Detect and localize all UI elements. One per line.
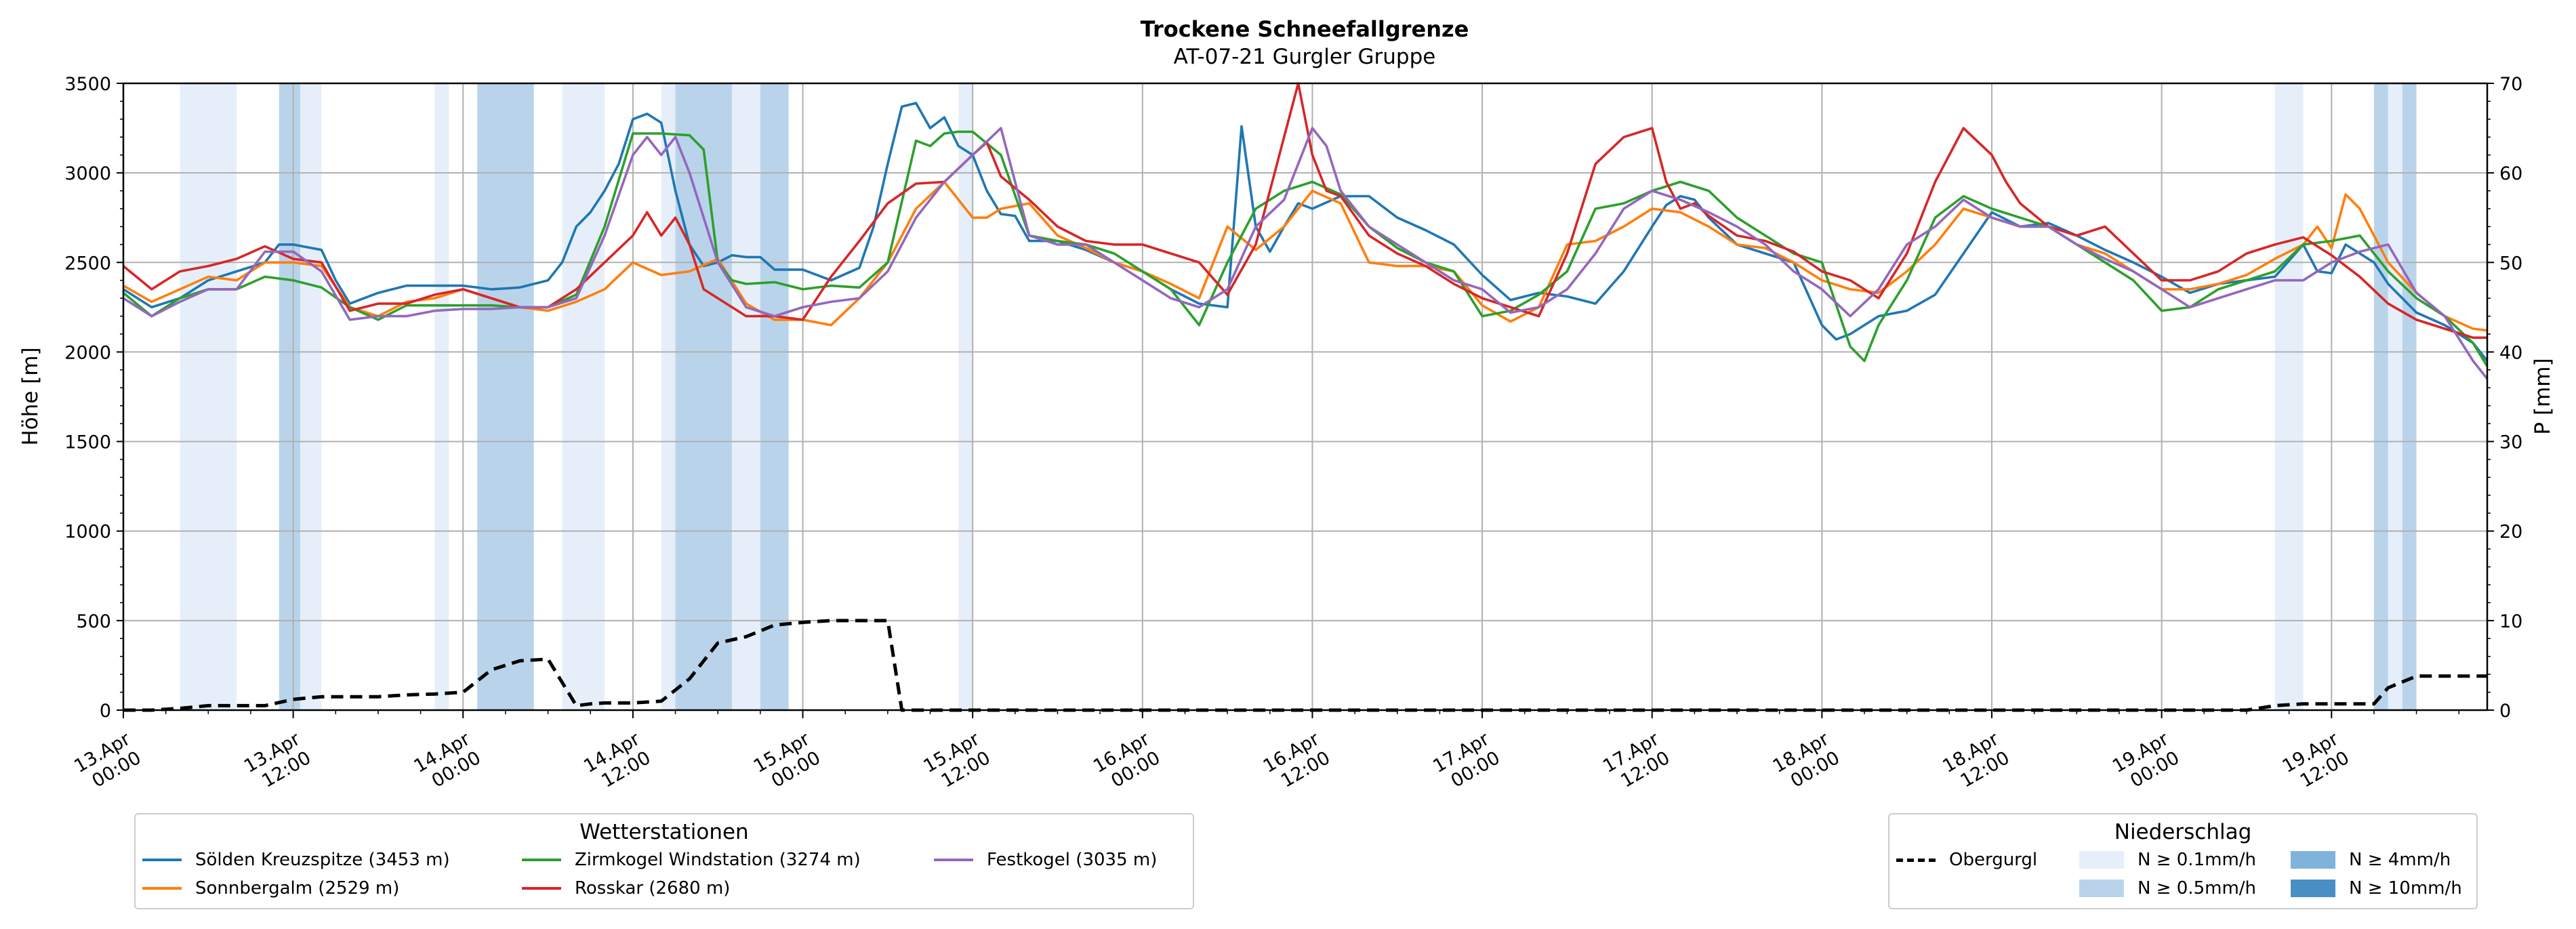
- legend-item-festkogel: Festkogel (3035 m): [934, 850, 1157, 870]
- legend-item-sonnbergalm: Sonnbergalm (2529 m): [142, 878, 399, 899]
- axes: 0 500 1000 1500 2000 2500 3000 3500 0 10 20 30 40 50 6…: [64, 74, 2522, 796]
- precip-band: [434, 83, 449, 710]
- precip-band: [661, 83, 676, 710]
- y2-tick-label: 40: [2499, 342, 2522, 363]
- x-tick-label: 19.Apr00:00: [2109, 728, 2184, 796]
- legend-label: Zirmkogel Windstation (3274 m): [575, 850, 861, 870]
- series-line-festkogel-3035-m: [123, 127, 2489, 380]
- precipitation-bands: [180, 83, 2417, 710]
- legend-patch: [2291, 851, 2335, 869]
- legend-label: N ≥ 4mm/h: [2349, 850, 2451, 870]
- precipitation-legend-title: Niederschlag: [2114, 820, 2252, 844]
- y2-axis-label: P [mm]: [2531, 358, 2555, 434]
- y-tick-label: 1500: [64, 432, 111, 453]
- x-tick-label: 16.Apr00:00: [1090, 728, 1164, 796]
- precip-band: [2274, 83, 2304, 710]
- chart-title: Trockene Schneefallgrenze: [1141, 16, 1469, 42]
- legend-patch: [2079, 880, 2124, 897]
- precip-band: [180, 83, 237, 710]
- legend-label: Festkogel (3035 m): [987, 850, 1158, 870]
- y-tick-label: 2000: [64, 342, 111, 363]
- y2-tick-label: 0: [2499, 701, 2511, 722]
- legend-swatch: [142, 887, 182, 890]
- legend-label: Obergurgl: [1949, 850, 2038, 870]
- x-tick-label: 19.Apr12:00: [2279, 728, 2354, 796]
- legend-item-rosskar: Rosskar (2680 m): [522, 878, 730, 899]
- precip-band: [562, 83, 605, 710]
- precip-band: [732, 83, 760, 710]
- precip-band: [2388, 83, 2403, 710]
- grid-lines: [123, 83, 2487, 711]
- legend-label: N ≥ 0.5mm/h: [2138, 878, 2257, 899]
- x-tick-label: 15.Apr12:00: [920, 728, 995, 796]
- y2-tick-label: 20: [2499, 522, 2522, 543]
- chart-subtitle: AT-07-21 Gurgler Gruppe: [1174, 45, 1436, 69]
- x-tick-label: 18.Apr12:00: [1939, 728, 2013, 796]
- legend-swatch: [522, 859, 561, 861]
- x-tick-label: 17.Apr00:00: [1429, 728, 1504, 796]
- stations-legend-title: Wetterstationen: [579, 820, 749, 844]
- y-tick-label: 2500: [64, 253, 111, 274]
- legend-label: Sonnbergalm (2529 m): [195, 878, 400, 899]
- precip-band: [958, 83, 973, 710]
- y-tick-label: 0: [100, 701, 111, 722]
- legend-swatch: [934, 859, 973, 861]
- precip-band: [675, 83, 733, 710]
- plot-frame: [122, 82, 2489, 711]
- precipitation-legend: Niederschlag Obergurgl N ≥ 0.1mm/h N ≥ 0…: [1888, 813, 2478, 909]
- precip-band: [2402, 83, 2417, 710]
- legend-swatch-dashed: [1896, 858, 1936, 862]
- y-tick-label: 500: [76, 611, 111, 632]
- y-axis-label: Höhe [m]: [18, 347, 43, 445]
- precip-band: [760, 83, 789, 710]
- y2-tick-label: 60: [2499, 163, 2522, 184]
- x-tick-label: 14.Apr00:00: [411, 728, 485, 796]
- legend-item-precip-1: N ≥ 0.5mm/h: [2079, 878, 2256, 899]
- y-tick-label: 1000: [64, 522, 111, 543]
- legend-item-soelden: Sölden Kreuzspitze (3453 m): [142, 850, 450, 870]
- legend-patch: [2291, 880, 2335, 897]
- legend-label: N ≥ 0.1mm/h: [2138, 850, 2257, 870]
- stations-legend: Wetterstationen Sölden Kreuzspitze (3453…: [134, 813, 1194, 909]
- legend-item-zirmkogel: Zirmkogel Windstation (3274 m): [522, 850, 861, 870]
- legend-item-obergurgl: Obergurgl: [1896, 850, 2037, 870]
- y-tick-label: 3000: [64, 163, 111, 184]
- x-tick-label: 18.Apr00:00: [1770, 728, 1844, 796]
- legend-item-precip-2: N ≥ 4mm/h: [2291, 850, 2451, 870]
- legend-label: Rosskar (2680 m): [575, 878, 731, 899]
- precip-band: [300, 83, 322, 710]
- y2-tick-label: 50: [2499, 253, 2522, 274]
- precip-band: [279, 83, 301, 710]
- legend-swatch: [522, 887, 561, 890]
- x-tick-label: 17.Apr12:00: [1599, 728, 1674, 796]
- y2-tick-label: 30: [2499, 432, 2522, 453]
- legend-item-precip-3: N ≥ 10mm/h: [2291, 878, 2462, 899]
- x-tick-label: 14.Apr12:00: [580, 728, 655, 796]
- legend-label: N ≥ 10mm/h: [2349, 878, 2462, 899]
- y2-tick-label: 70: [2499, 74, 2522, 95]
- y2-tick-label: 10: [2499, 611, 2522, 632]
- x-tick-label: 15.Apr00:00: [750, 728, 825, 796]
- x-tick-label: 13.Apr12:00: [241, 728, 315, 796]
- precip-band: [477, 83, 534, 710]
- legend-label: Sölden Kreuzspitze (3453 m): [195, 850, 450, 870]
- series-line-rosskar-2680-m: [122, 82, 2487, 339]
- x-tick-label: 13.Apr00:00: [70, 728, 145, 796]
- y-tick-label: 3500: [64, 74, 111, 95]
- x-tick-label: 16.Apr12:00: [1260, 728, 1334, 796]
- precip-band: [2373, 83, 2388, 710]
- legend-item-precip-0: N ≥ 0.1mm/h: [2079, 850, 2256, 870]
- legend-patch: [2079, 851, 2124, 869]
- legend-swatch: [142, 859, 182, 861]
